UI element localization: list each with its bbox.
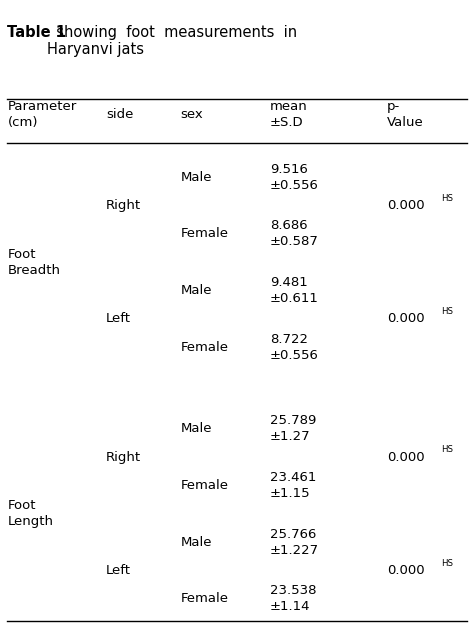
Text: showing  foot  measurements  in
Haryanvi jats: showing foot measurements in Haryanvi ja… [47,24,297,57]
Text: Female: Female [181,479,229,492]
Text: sex: sex [181,108,203,121]
Text: mean
±S.D: mean ±S.D [270,100,308,129]
Text: Left: Left [106,312,131,325]
Text: Right: Right [106,199,141,212]
Text: 23.461
±1.15: 23.461 ±1.15 [270,471,316,500]
Text: 9.516
±0.556: 9.516 ±0.556 [270,162,319,192]
Text: HS: HS [441,559,453,567]
Text: Right: Right [106,451,141,464]
Text: Parameter
(cm): Parameter (cm) [8,100,77,129]
Text: Male: Male [181,284,212,297]
Text: side: side [106,108,133,121]
Text: 8.686
±0.587: 8.686 ±0.587 [270,219,319,248]
Text: p-
Value: p- Value [387,100,424,129]
Text: Female: Female [181,228,229,240]
Text: 0.000: 0.000 [387,199,425,212]
Text: 0.000: 0.000 [387,451,425,464]
Text: 25.789
±1.27: 25.789 ±1.27 [270,414,316,443]
Text: 0.000: 0.000 [387,312,425,325]
Text: 8.722
±0.556: 8.722 ±0.556 [270,333,319,362]
Text: 23.538
±1.14: 23.538 ±1.14 [270,584,316,613]
Text: Male: Male [181,423,212,435]
Text: 0.000: 0.000 [387,564,425,577]
Text: Left: Left [106,564,131,577]
Text: HS: HS [441,445,453,454]
Text: 9.481
±0.611: 9.481 ±0.611 [270,276,319,305]
Text: Foot
Length: Foot Length [8,500,54,529]
Text: HS: HS [441,307,453,316]
Text: Foot
Breadth: Foot Breadth [8,248,61,277]
Text: Male: Male [181,171,212,184]
Text: 25.766
±1.227: 25.766 ±1.227 [270,528,319,557]
Text: Table 1: Table 1 [8,24,66,40]
Text: HS: HS [441,194,453,203]
Text: Female: Female [181,593,229,606]
Text: Male: Male [181,535,212,549]
Text: Female: Female [181,341,229,354]
